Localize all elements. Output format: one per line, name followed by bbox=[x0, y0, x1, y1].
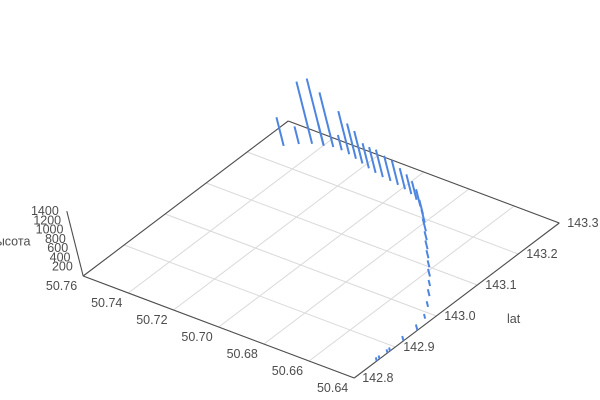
svg-text:50.70: 50.70 bbox=[181, 330, 212, 344]
svg-text:50.72: 50.72 bbox=[136, 313, 167, 327]
svg-text:143.0: 143.0 bbox=[444, 309, 475, 323]
svg-text:142.8: 142.8 bbox=[362, 371, 393, 385]
svg-text:50.68: 50.68 bbox=[227, 347, 258, 361]
svg-text:1400: 1400 bbox=[31, 204, 59, 218]
svg-text:50.64: 50.64 bbox=[317, 381, 348, 395]
svg-text:50.66: 50.66 bbox=[272, 364, 303, 378]
svg-text:50.74: 50.74 bbox=[91, 296, 122, 310]
svg-text:143.3: 143.3 bbox=[567, 216, 598, 230]
svg-text:lat: lat bbox=[507, 312, 521, 326]
svg-text:142.9: 142.9 bbox=[403, 340, 434, 354]
svg-text:143.1: 143.1 bbox=[485, 278, 516, 292]
svg-text:50.76: 50.76 bbox=[46, 279, 77, 293]
svg-text:143.2: 143.2 bbox=[526, 247, 557, 261]
svg-text:высота: высота bbox=[0, 234, 30, 248]
